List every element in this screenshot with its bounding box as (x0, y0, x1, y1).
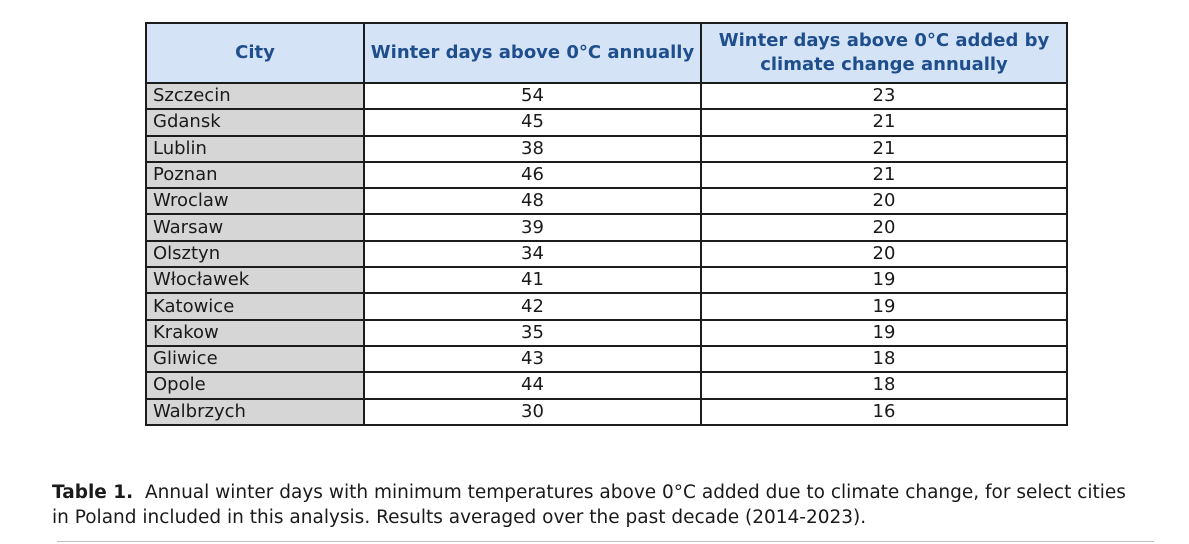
winter-days-cell: 44 (363, 371, 702, 400)
city-cell: Warsaw (145, 213, 365, 242)
table-row: Krakow 35 19 (145, 318, 1068, 347)
caption-label: Table 1. (52, 482, 134, 503)
table-row: Lublin 38 21 (145, 134, 1068, 163)
city-cell: Wroclaw (145, 187, 365, 216)
table-row: Wroclaw 48 20 (145, 187, 1068, 216)
added-days-cell: 20 (700, 213, 1068, 242)
city-cell: Gdansk (145, 108, 365, 137)
table-row: Szczecin 54 23 (145, 81, 1068, 111)
table-header-row: City Winter days above 0°C annually Wint… (145, 22, 1068, 84)
city-cell: Poznan (145, 160, 365, 190)
table-row: Poznan 46 21 (145, 160, 1068, 190)
added-days-cell: 21 (700, 160, 1068, 190)
winter-days-cell: 34 (363, 239, 702, 269)
city-cell: Krakow (145, 318, 365, 347)
table-row: Gliwice 43 18 (145, 344, 1068, 374)
winter-days-cell: 43 (363, 344, 702, 374)
winter-days-cell: 39 (363, 213, 702, 242)
city-cell: Walbrzych (145, 397, 365, 426)
city-cell: Szczecin (145, 81, 365, 111)
data-table-container: City Winter days above 0°C annually Wint… (145, 22, 1068, 426)
bottom-divider (57, 541, 1154, 542)
added-days-cell: 23 (700, 81, 1068, 111)
winter-days-table: City Winter days above 0°C annually Wint… (145, 22, 1068, 426)
added-days-cell: 21 (700, 108, 1068, 137)
added-days-cell: 19 (700, 318, 1068, 347)
header-added-days: Winter days above 0°C added by climate c… (700, 22, 1068, 84)
winter-days-cell: 48 (363, 187, 702, 216)
added-days-cell: 16 (700, 397, 1068, 426)
header-winter-days: Winter days above 0°C annually (363, 22, 702, 84)
added-days-cell: 20 (700, 239, 1068, 269)
winter-days-cell: 38 (363, 134, 702, 163)
winter-days-cell: 54 (363, 81, 702, 111)
city-cell: Olsztyn (145, 239, 365, 269)
city-cell: Opole (145, 371, 365, 400)
winter-days-cell: 45 (363, 108, 702, 137)
table-row: Opole 44 18 (145, 371, 1068, 400)
winter-days-cell: 42 (363, 292, 702, 321)
table-row: Włocławek 41 19 (145, 266, 1068, 295)
table-row: Gdansk 45 21 (145, 108, 1068, 137)
city-cell: Gliwice (145, 344, 365, 374)
table-row: Walbrzych 30 16 (145, 397, 1068, 426)
table-row: Katowice 42 19 (145, 292, 1068, 321)
city-cell: Katowice (145, 292, 365, 321)
added-days-cell: 19 (700, 266, 1068, 295)
added-days-cell: 18 (700, 371, 1068, 400)
winter-days-cell: 30 (363, 397, 702, 426)
city-cell: Włocławek (145, 266, 365, 295)
table-row: Olsztyn 34 20 (145, 239, 1068, 269)
winter-days-cell: 35 (363, 318, 702, 347)
table-caption: Table 1. Annual winter days with minimum… (52, 480, 1132, 530)
winter-days-cell: 46 (363, 160, 702, 190)
caption-text: Annual winter days with minimum temperat… (52, 482, 1126, 528)
added-days-cell: 21 (700, 134, 1068, 163)
header-city: City (145, 22, 365, 84)
winter-days-cell: 41 (363, 266, 702, 295)
table-row: Warsaw 39 20 (145, 213, 1068, 242)
added-days-cell: 20 (700, 187, 1068, 216)
city-cell: Lublin (145, 134, 365, 163)
added-days-cell: 19 (700, 292, 1068, 321)
added-days-cell: 18 (700, 344, 1068, 374)
